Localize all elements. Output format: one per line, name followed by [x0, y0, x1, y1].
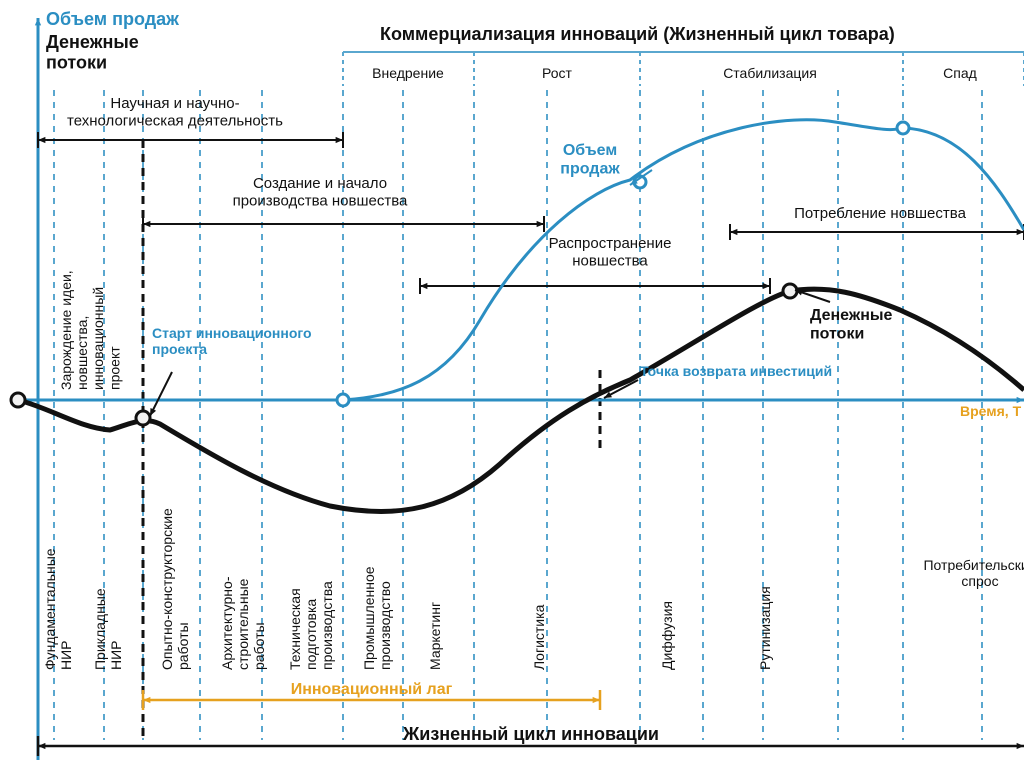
svg-text:Промышленноепроизводство: Промышленноепроизводство — [361, 566, 393, 670]
life-cycle-label: Жизненный цикл инновации — [402, 724, 659, 744]
svg-text:Потребление новшества: Потребление новшества — [794, 205, 967, 222]
x-axis-label: Время, Т — [960, 403, 1022, 419]
y-title-sales: Объем продаж — [46, 9, 179, 29]
roi-label: Точка возврата инвестиций — [640, 363, 832, 379]
svg-text:Логистика: Логистика — [531, 604, 547, 670]
svg-text:Создание и началопроизводства: Создание и началопроизводства новшества — [233, 175, 408, 209]
innovation-lifecycle-diagram: Время, ТОбъем продажДенежныепотокиКоммер… — [0, 0, 1024, 767]
innovation-lag-label: Инновационный лаг — [291, 681, 453, 698]
sales-label: Объемпродаж — [560, 142, 620, 177]
svg-text:Маркетинг: Маркетинг — [427, 602, 443, 670]
svg-text:Стабилизация: Стабилизация — [723, 65, 817, 81]
svg-text:Рутинизация: Рутинизация — [757, 586, 773, 670]
svg-text:Спад: Спад — [943, 65, 977, 81]
svg-text:Диффузия: Диффузия — [659, 601, 675, 670]
svg-text:Внедрение: Внедрение — [372, 65, 444, 81]
svg-text:Рост: Рост — [542, 65, 573, 81]
main-title: Коммерциализация инноваций (Жизненный ци… — [380, 24, 895, 44]
